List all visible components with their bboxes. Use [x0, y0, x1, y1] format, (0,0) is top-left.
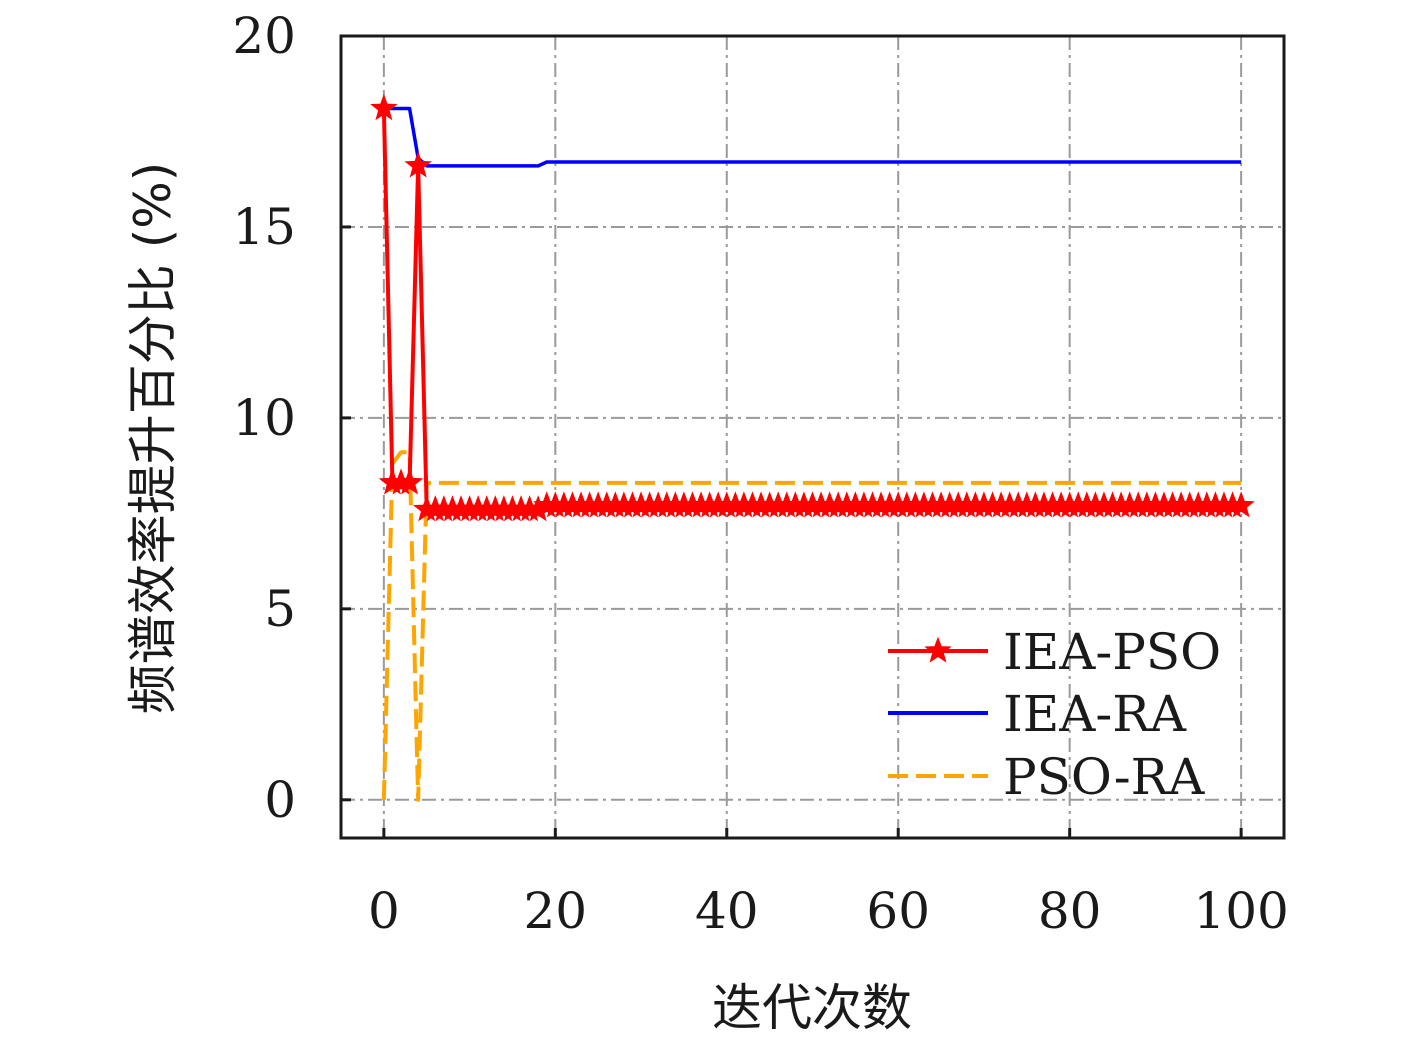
grid-lines: [341, 36, 1284, 838]
legend-label-iea-pso: IEA-PSO: [1003, 623, 1221, 681]
legend-item-pso-ra: PSO-RA: [888, 748, 1205, 806]
x-tick-label-5: 100: [1193, 882, 1288, 940]
series-layer: [370, 94, 1255, 802]
series-iea-ra: [383, 106, 1242, 168]
legend-marker-iea-pso: [924, 636, 952, 663]
point-iea-pso-100: [1227, 491, 1255, 518]
x-axis-title: 迭代次数: [712, 979, 912, 1037]
legend-item-iea-ra: IEA-RA: [888, 685, 1187, 743]
point-iea-pso-0: [370, 94, 398, 121]
y-tick-label-0: 0: [264, 771, 296, 829]
legend-label-iea-ra: IEA-RA: [1003, 685, 1187, 743]
y-axis-title: 频谱效率提升百分比 (%): [124, 162, 182, 714]
legend-item-iea-pso: IEA-PSO: [888, 623, 1221, 681]
legend-label-pso-ra: PSO-RA: [1003, 748, 1205, 806]
series-line-iea-pso: [381, 108, 1242, 512]
y-tick-label-1: 5: [264, 580, 296, 638]
series-iea-pso: [370, 94, 1255, 522]
x-tick-label-4: 80: [1038, 882, 1102, 940]
y-tick-label-2: 10: [232, 389, 296, 447]
x-tick-label-1: 20: [524, 882, 588, 940]
point-iea-pso-4: [404, 151, 432, 178]
plot-frame: [339, 34, 1286, 840]
axis-ticks: 0 20 40 60 80 100 0 5 10 15 20: [232, 7, 1288, 940]
x-tick-label-3: 60: [866, 882, 930, 940]
y-tick-label-3: 15: [232, 198, 296, 256]
x-tick-label-2: 40: [695, 882, 759, 940]
series-line-iea-ra: [383, 106, 1242, 168]
x-tick-label-0: 0: [368, 882, 400, 940]
point-iea-pso-3: [395, 468, 424, 495]
y-tick-label-4: 20: [232, 7, 296, 65]
